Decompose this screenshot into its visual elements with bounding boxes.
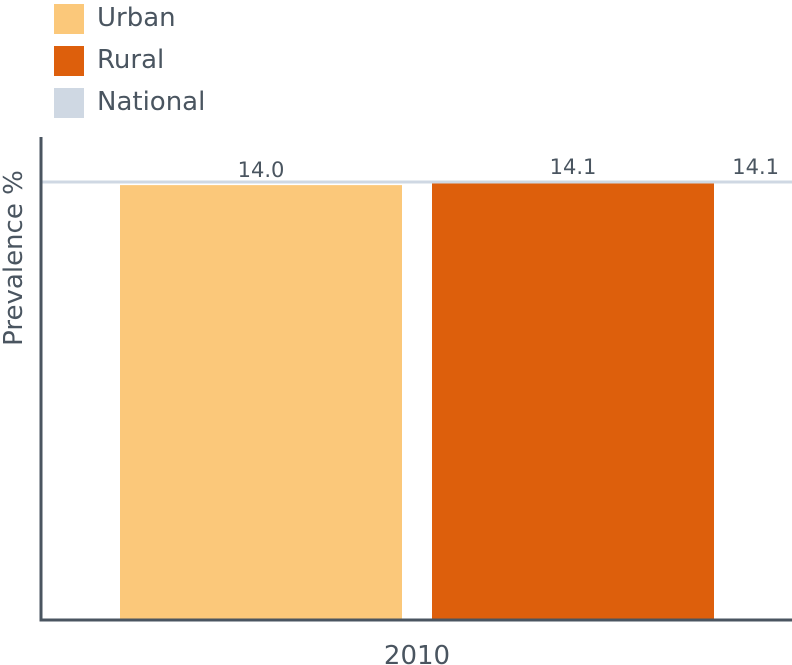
bar-urban [120, 185, 402, 620]
x-tick-label-2010: 2010 [384, 641, 450, 665]
legend-item-rural: Rural [54, 42, 314, 76]
national-reference-label: 14.1 [732, 155, 779, 179]
y-axis-title: Prevalence % [0, 170, 29, 346]
bar-rural [432, 182, 714, 620]
legend-swatch-national [54, 88, 84, 118]
legend-item-national: National [54, 84, 314, 118]
data-label-urban: 14.0 [238, 158, 285, 182]
data-label-rural: 14.1 [550, 155, 597, 179]
legend-label-rural: Rural [97, 45, 165, 75]
legend-item-urban: Urban [54, 0, 314, 34]
legend-swatch-urban [54, 4, 84, 34]
legend-label-urban: Urban [97, 3, 176, 33]
legend-label-national: National [97, 87, 206, 117]
legend-swatch-rural [54, 46, 84, 76]
